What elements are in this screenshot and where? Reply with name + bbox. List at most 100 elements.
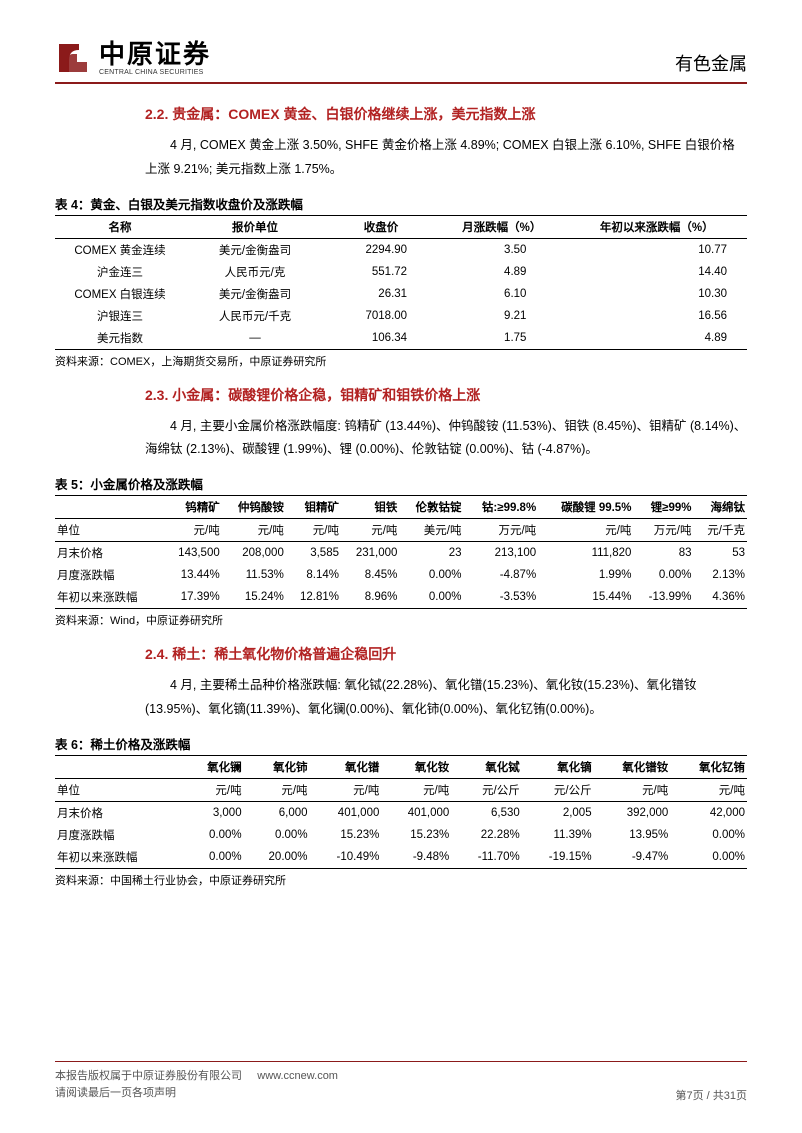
section-2-3-para: 4 月, 主要小金属价格涨跌幅度: 钨精矿 (13.44%)、仲钨酸铵 (11.… xyxy=(55,415,747,463)
table-cell: 15.23% xyxy=(381,824,451,846)
logo: 中原证券 CENTRAL CHINA SECURITIES xyxy=(55,40,211,76)
table-cell: 10.30 xyxy=(566,283,747,305)
table-cell: 13.44% xyxy=(163,564,221,586)
table-cell: 3,000 xyxy=(185,801,244,824)
table-cell: 单位 xyxy=(55,778,185,801)
table-cell: 月末价格 xyxy=(55,801,185,824)
logo-text-en: CENTRAL CHINA SECURITIES xyxy=(99,69,211,76)
table-col-header: 氧化镧 xyxy=(185,755,244,778)
table-cell: 8.14% xyxy=(286,564,341,586)
table-cell: 2.13% xyxy=(693,564,747,586)
table-4-source: 资料来源：COMEX，上海期货交易所，中原证券研究所 xyxy=(55,353,747,369)
table-cell: -10.49% xyxy=(310,846,382,869)
table-col-header: 钴:≥99.8% xyxy=(464,496,539,519)
table-cell: 3.50 xyxy=(437,238,566,261)
table-row: 月末价格143,500208,0003,585231,00023213,1001… xyxy=(55,542,747,565)
table-col-header: 氧化钕 xyxy=(381,755,451,778)
table-cell: 26.31 xyxy=(325,283,437,305)
table-cell: 美元指数 xyxy=(55,327,185,350)
table-cell: 年初以来涨跌幅 xyxy=(55,586,163,609)
table-cell: 16.56 xyxy=(566,305,747,327)
table-row: 沪金连三人民币元/克551.724.8914.40 xyxy=(55,261,747,283)
table-cell: 0.00% xyxy=(244,824,310,846)
page-footer: 本报告版权属于中原证券股份有限公司 www.ccnew.com 请阅读最后一页各… xyxy=(55,1061,747,1103)
table-cell: COMEX 黄金连续 xyxy=(55,238,185,261)
table-cell: 22.28% xyxy=(451,824,522,846)
table-cell: 6.10 xyxy=(437,283,566,305)
table-cell: 元/吨 xyxy=(163,519,221,542)
table-row: 年初以来涨跌幅17.39%15.24%12.81%8.96%0.00%-3.53… xyxy=(55,586,747,609)
table-cell: 0.00% xyxy=(185,846,244,869)
table-6: 氧化镧氧化铈氧化镨氧化钕氧化铽氧化镝氧化镨钕氧化钇铕 单位元/吨元/吨元/吨元/… xyxy=(55,755,747,869)
section-2-2-para: 4 月, COMEX 黄金上涨 3.50%, SHFE 黄金价格上涨 4.89%… xyxy=(55,134,747,182)
table-cell: 392,000 xyxy=(594,801,671,824)
table-col-header: 伦敦钴锭 xyxy=(399,496,463,519)
page-header: 中原证券 CENTRAL CHINA SECURITIES 有色金属 xyxy=(55,40,747,84)
logo-icon xyxy=(55,40,91,76)
table-col-header: 氧化铽 xyxy=(451,755,522,778)
table-col-header: 钼精矿 xyxy=(286,496,341,519)
table-5-source: 资料来源：Wind，中原证券研究所 xyxy=(55,612,747,628)
table-cell: 551.72 xyxy=(325,261,437,283)
table-cell: 月度涨跌幅 xyxy=(55,564,163,586)
table-cell: 143,500 xyxy=(163,542,221,565)
table-cell: — xyxy=(185,327,325,350)
table-cell: 10.77 xyxy=(566,238,747,261)
table-cell: 6,000 xyxy=(244,801,310,824)
table-cell: 美元/吨 xyxy=(399,519,463,542)
table-cell: 元/吨 xyxy=(244,778,310,801)
table-row: 月度涨跌幅13.44%11.53%8.14%8.45%0.00%-4.87%1.… xyxy=(55,564,747,586)
table-cell: 0.00% xyxy=(185,824,244,846)
table-cell: 15.24% xyxy=(222,586,286,609)
table-cell: 53 xyxy=(693,542,747,565)
table-unit-row: 单位元/吨元/吨元/吨元/吨元/公斤元/公斤元/吨元/吨 xyxy=(55,778,747,801)
section-2-4-para: 4 月, 主要稀土品种价格涨跌幅: 氧化铽(22.28%)、氧化镨(15.23%… xyxy=(55,674,747,722)
table-cell: 208,000 xyxy=(222,542,286,565)
table-cell: 6,530 xyxy=(451,801,522,824)
table-cell: 月末价格 xyxy=(55,542,163,565)
table-cell: -9.47% xyxy=(594,846,671,869)
table-cell: 8.45% xyxy=(341,564,399,586)
footer-copyright: 本报告版权属于中原证券股份有限公司 xyxy=(55,1070,242,1082)
table-cell: 美元/金衡盎司 xyxy=(185,238,325,261)
table-cell: 0.00% xyxy=(670,846,747,869)
table-cell: 万元/吨 xyxy=(633,519,693,542)
table-unit-row: 单位元/吨元/吨元/吨元/吨美元/吨万元/吨元/吨万元/吨元/千克 xyxy=(55,519,747,542)
section-2-2-title: 2.2. 贵金属：COMEX 黄金、白银价格继续上涨，美元指数上涨 xyxy=(145,104,747,124)
table-cell: 0.00% xyxy=(399,586,463,609)
table-col-header xyxy=(55,496,163,519)
table-cell: 7018.00 xyxy=(325,305,437,327)
table-cell: 9.21 xyxy=(437,305,566,327)
table-cell: -11.70% xyxy=(451,846,522,869)
table-row: 月末价格3,0006,000401,000401,0006,5302,00539… xyxy=(55,801,747,824)
table-cell: 元/吨 xyxy=(670,778,747,801)
table-col-header: 钨精矿 xyxy=(163,496,221,519)
table-cell: 231,000 xyxy=(341,542,399,565)
table-col-header: 名称 xyxy=(55,215,185,238)
table-cell: 401,000 xyxy=(381,801,451,824)
table-cell: 20.00% xyxy=(244,846,310,869)
table-cell: 元/千克 xyxy=(693,519,747,542)
table-cell: 元/吨 xyxy=(594,778,671,801)
table-cell: 元/吨 xyxy=(310,778,382,801)
header-category: 有色金属 xyxy=(675,50,747,76)
table-cell: 401,000 xyxy=(310,801,382,824)
table-cell: 沪银连三 xyxy=(55,305,185,327)
table-cell: 元/公斤 xyxy=(451,778,522,801)
table-cell: 元/吨 xyxy=(381,778,451,801)
table-cell: 14.40 xyxy=(566,261,747,283)
table-cell: 2,005 xyxy=(522,801,594,824)
table-row: 沪银连三人民币元/千克7018.009.2116.56 xyxy=(55,305,747,327)
table-col-header: 锂≥99% xyxy=(633,496,693,519)
table-row: 月度涨跌幅0.00%0.00%15.23%15.23%22.28%11.39%1… xyxy=(55,824,747,846)
table-cell: 4.36% xyxy=(693,586,747,609)
table-cell: 111,820 xyxy=(538,542,633,565)
table-col-header xyxy=(55,755,185,778)
table-row: 年初以来涨跌幅0.00%20.00%-10.49%-9.48%-11.70%-1… xyxy=(55,846,747,869)
table-cell: 4.89 xyxy=(566,327,747,350)
footer-page: 第7页 / 共31页 xyxy=(675,1087,747,1103)
table-col-header: 年初以来涨跌幅（%） xyxy=(566,215,747,238)
table-col-header: 氧化镨钕 xyxy=(594,755,671,778)
table-cell: 人民币元/克 xyxy=(185,261,325,283)
table-6-caption: 表 6：稀土价格及涨跌幅 xyxy=(55,734,747,753)
